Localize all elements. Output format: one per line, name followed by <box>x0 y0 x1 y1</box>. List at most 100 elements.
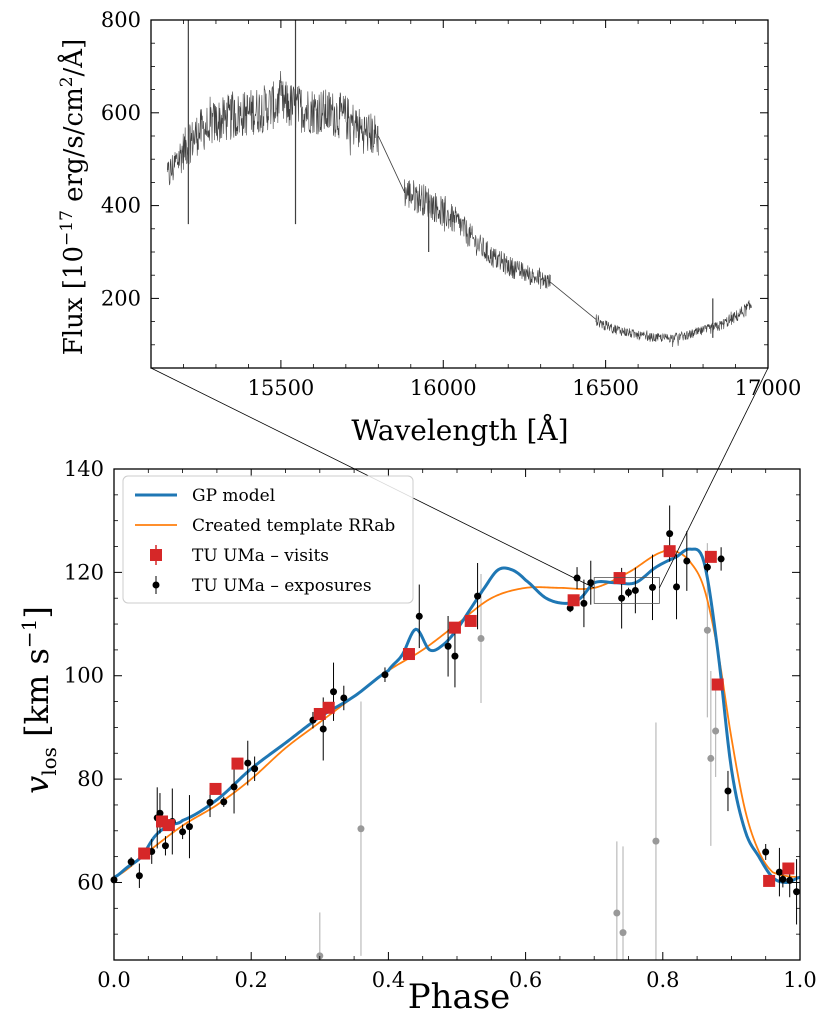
top-plot-frame <box>150 19 769 369</box>
faded-point <box>316 952 324 960</box>
top-y-title-mid: erg/s/cm <box>59 87 89 210</box>
top-x-axis-title: Wavelength [Å] <box>351 414 568 447</box>
legend-label-visits: TU UMa – visits <box>192 546 329 566</box>
top-y-title-prefix: Flux [10 <box>59 246 89 355</box>
exposure-point <box>631 586 639 594</box>
exposure-point <box>775 868 783 876</box>
legend-marker-exposures <box>152 581 160 589</box>
exposure-point <box>474 592 482 600</box>
exposure-point <box>381 671 389 679</box>
top-y-tick-label: 800 <box>101 8 141 32</box>
bottom-y-title-unit: [km s <box>18 648 56 747</box>
exposure-point <box>161 842 169 850</box>
visit-marker <box>162 819 175 832</box>
faded-point <box>703 626 711 634</box>
faded-point <box>652 837 660 845</box>
exposure-point <box>244 759 252 767</box>
bottom-y-title-close: ] <box>18 606 56 618</box>
faded-point <box>707 754 715 762</box>
faded-point <box>712 727 720 735</box>
exposure-point <box>666 530 674 538</box>
top-x-tick-label: 15500 <box>247 376 314 400</box>
legend: GP model Created template RRab TU UMa – … <box>122 475 414 604</box>
top-y-title-exp: −17 <box>57 210 77 246</box>
zoom-connector-right <box>659 367 769 589</box>
exposure-point <box>618 594 626 602</box>
exposure-point <box>135 872 143 880</box>
top-x-tick-label: 17000 <box>735 376 802 400</box>
exposure-point <box>649 583 657 591</box>
faded-point <box>613 909 621 917</box>
bottom-x-tick-label: 0.6 <box>509 968 542 992</box>
bottom-y-title-v: v <box>18 776 56 794</box>
visit-marker <box>138 847 151 860</box>
visit-marker <box>464 614 477 627</box>
top-x-tick-label: 16500 <box>572 376 639 400</box>
exposure-point <box>156 809 164 817</box>
exposure-point <box>451 652 459 660</box>
legend-label-template: Created template RRab <box>192 516 395 536</box>
bottom-y-title-sub: los <box>37 747 61 776</box>
visit-marker <box>231 757 244 770</box>
exposure-point <box>179 828 187 836</box>
exposure-point <box>793 888 801 896</box>
exposure-point <box>717 555 725 563</box>
exposure-point <box>230 783 238 791</box>
visit-marker <box>448 621 461 634</box>
exposure-point <box>762 848 770 856</box>
spectrum-segment-3 <box>595 300 753 348</box>
bottom-y-tick-label: 60 <box>77 870 104 894</box>
legend-marker-visits <box>150 549 162 561</box>
exposure-point <box>625 589 632 597</box>
visit-marker <box>782 862 795 875</box>
visit-marker <box>209 782 222 795</box>
spectrum-segment-2 <box>403 179 551 290</box>
faded-point <box>619 929 627 937</box>
visit-marker <box>763 874 776 887</box>
exposure-point <box>220 798 228 806</box>
top-y-axis-title: Flux [10−17 erg/s/cm2/Å] <box>57 39 89 355</box>
bottom-y-axis-title: vlos [km s−1] <box>17 606 61 794</box>
exposure-point <box>319 725 327 733</box>
exposure-point <box>127 858 135 866</box>
exposure-point <box>580 599 588 607</box>
exposure-point <box>673 583 681 591</box>
zoom-inset-box <box>593 577 660 604</box>
faded-point <box>477 635 485 643</box>
exposure-point <box>566 604 574 612</box>
spectrum-gap-line <box>377 135 405 192</box>
exposure-point <box>779 875 787 883</box>
bottom-y-tick-label: 140 <box>64 457 104 481</box>
exposure-point <box>330 688 338 696</box>
exposure-point <box>444 642 452 650</box>
exposure-point <box>415 612 423 620</box>
bottom-x-tick-label: 0.8 <box>646 968 679 992</box>
bottom-x-axis-title: Phase <box>408 977 511 1017</box>
visit-marker <box>704 550 717 563</box>
bottom-y-tick-label: 100 <box>64 664 104 688</box>
legend-frame <box>122 475 414 604</box>
bottom-y-tick-label: 120 <box>64 560 104 584</box>
exposure-point <box>340 694 348 702</box>
top-x-tick-label: 16000 <box>410 376 477 400</box>
visit-marker <box>613 572 626 585</box>
visit-marker <box>402 648 415 661</box>
top-y-title-suffix: /Å] <box>57 39 89 77</box>
exposure-point <box>185 823 193 831</box>
legend-label-gp: GP model <box>192 486 275 506</box>
bottom-y-tick-label: 80 <box>77 767 104 791</box>
bottom-x-tick-label: 1.0 <box>783 968 816 992</box>
top-y-title-sq: 2 <box>57 76 77 87</box>
exposure-point <box>587 579 595 587</box>
bottom-x-tick-label: 0.0 <box>97 968 130 992</box>
exposure-point <box>724 787 732 795</box>
exposure-point <box>206 798 214 806</box>
bottom-y-title-exp: −1 <box>17 619 41 648</box>
visit-marker <box>711 678 724 691</box>
spectrum-panel: 15500 16000 16500 17000 200 400 600 800 <box>101 8 802 400</box>
exposure-point <box>683 557 691 565</box>
top-y-tick-label: 200 <box>101 286 141 310</box>
faded-point <box>357 825 365 833</box>
legend-label-exposures: TU UMa – exposures <box>192 576 372 596</box>
visit-marker <box>322 701 335 714</box>
